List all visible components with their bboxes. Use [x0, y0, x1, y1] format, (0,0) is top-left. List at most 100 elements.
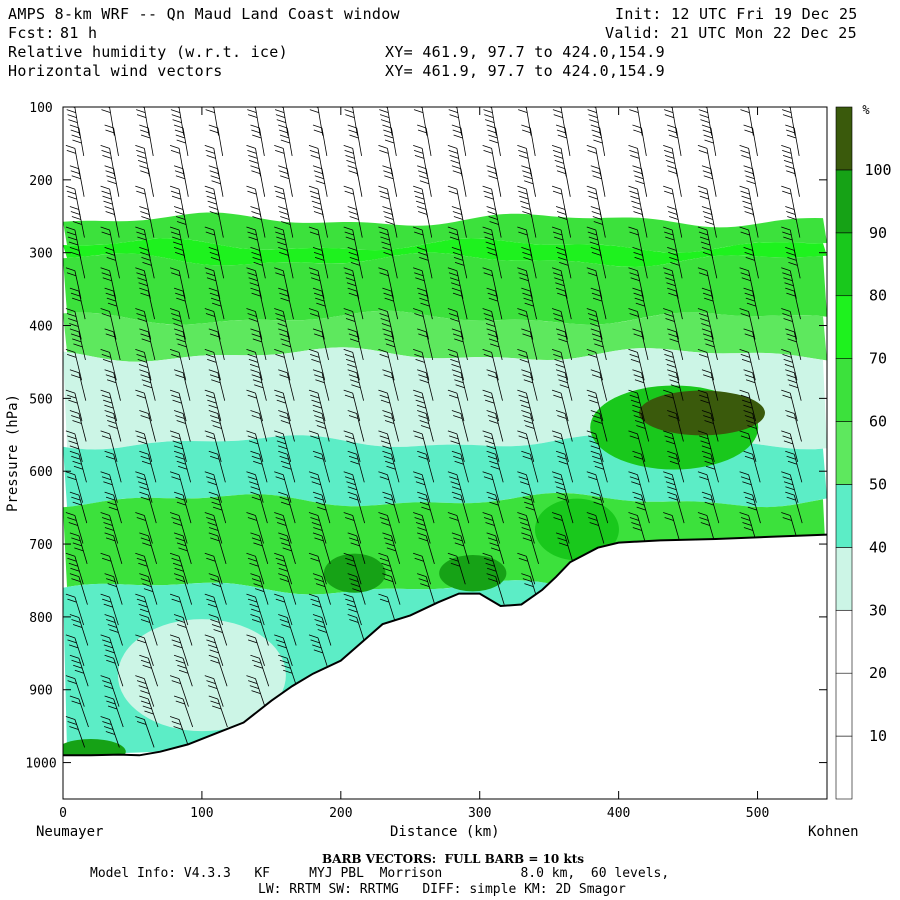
wind-barb [312, 450, 330, 483]
wind-barb [378, 471, 396, 503]
wind-barb [781, 389, 798, 422]
wind-barb [343, 593, 362, 626]
wind-barb [250, 165, 266, 197]
wind-barb [521, 369, 538, 401]
wind-barb [667, 287, 683, 320]
wind-barb [104, 491, 122, 524]
rh-moist-core [439, 554, 507, 592]
wind-barb [312, 328, 329, 361]
wind-barb [250, 450, 268, 483]
wind-barb [139, 206, 155, 238]
wind-barb [663, 512, 681, 544]
wind-barb [417, 124, 432, 157]
wind-barb [343, 348, 360, 381]
wind-barb [208, 246, 225, 279]
wind-barb [413, 389, 430, 422]
wind-barb [451, 124, 467, 157]
wind-barb [65, 716, 86, 748]
wind-barb [785, 450, 803, 483]
wind-barb [66, 107, 81, 136]
wind-barb [246, 512, 264, 544]
wind-barb [451, 532, 470, 564]
rh-moist-core [323, 553, 386, 593]
wind-barb [382, 124, 397, 157]
x-axis-label: Distance (km) [390, 824, 500, 840]
wind-barb [135, 389, 152, 422]
wind-barb [312, 124, 328, 157]
wind-barb [486, 450, 504, 483]
wind-barb [701, 206, 717, 238]
colorbar-segment [835, 358, 853, 422]
wind-barb [250, 328, 267, 361]
wind-barb [451, 287, 468, 320]
wind-barb [521, 246, 537, 279]
wind-barb [104, 246, 120, 279]
init-time: Init: 12 UTC Fri 19 Dec 25 [615, 5, 858, 23]
colorbar-label: 40 [869, 538, 887, 556]
wind-barb [785, 124, 800, 157]
wind-barb [781, 348, 798, 381]
wind-barb [663, 308, 679, 340]
wind-barb [632, 491, 650, 524]
y-tick-label: 900 [29, 684, 52, 699]
wind-barb [417, 573, 436, 605]
wind-barb [208, 654, 228, 687]
wind-barb [278, 206, 294, 238]
wind-barb [204, 675, 224, 707]
wind-barb [663, 389, 680, 422]
wind-barb [347, 206, 363, 238]
wind-barb [246, 593, 265, 626]
wind-barb [632, 124, 647, 157]
wind-barb [204, 593, 223, 626]
wind-barb [447, 348, 465, 381]
wind-barb [590, 165, 606, 197]
wind-barb [551, 512, 570, 544]
wind-barb [100, 348, 117, 381]
wind-barb [417, 246, 433, 279]
wind-barb [667, 450, 685, 483]
colorbar-unit: % [862, 103, 870, 117]
wind-barb [104, 328, 121, 361]
wind-barb [486, 165, 502, 197]
wind-barb [417, 287, 433, 320]
wind-barb [139, 614, 158, 646]
wind-barb [308, 634, 328, 666]
wind-barb [169, 308, 186, 340]
wind-barb [278, 450, 296, 483]
wind-barb [482, 308, 499, 340]
wind-barb [173, 654, 193, 687]
wind-barb [447, 389, 465, 422]
wind-barb [173, 573, 193, 605]
wind-barb [246, 634, 265, 666]
wind-barb [551, 348, 569, 381]
wind-barb [447, 471, 466, 503]
wind-barb [250, 287, 267, 320]
wind-barb [250, 654, 270, 687]
wind-barb [312, 165, 328, 197]
wind-barb [743, 491, 761, 524]
wind-barb [382, 491, 400, 524]
wind-barb [632, 328, 649, 361]
wind-barb [65, 308, 82, 340]
y-axis-label: Pressure (hPa) [5, 394, 21, 513]
wind-barb [451, 410, 469, 442]
wind-barb [347, 450, 365, 483]
wind-barb [139, 287, 155, 320]
wind-barb [785, 165, 800, 197]
wind-barb [69, 573, 88, 605]
wind-barb [312, 246, 329, 279]
wind-barb [378, 348, 395, 381]
wind-barb [100, 144, 116, 177]
wind-barb [100, 634, 120, 666]
wind-barb [69, 124, 85, 157]
wind-barb [482, 512, 501, 544]
wind-barb [382, 328, 399, 361]
wind-barb [590, 328, 607, 361]
colorbar-label: 30 [869, 601, 887, 619]
field-wind-xy: XY= 461.9, 97.7 to 424.0,154.9 [385, 62, 665, 80]
wind-barb [173, 491, 192, 524]
x-tick-label: 300 [468, 806, 491, 821]
wind-barb [697, 471, 716, 503]
wind-barb [135, 552, 154, 585]
forecast-label: Fcst: [8, 24, 55, 42]
